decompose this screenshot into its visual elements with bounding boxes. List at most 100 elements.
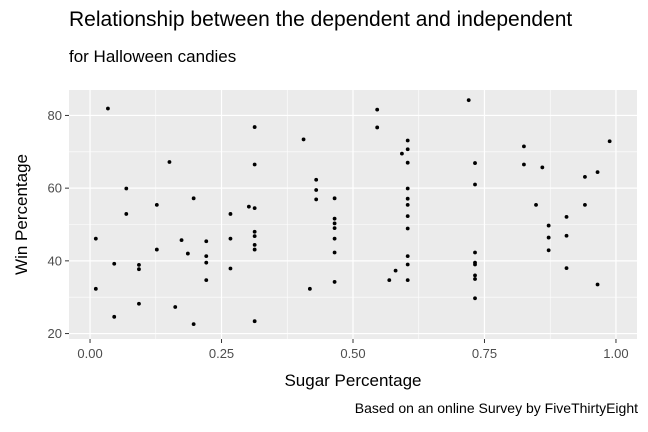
data-point (154, 247, 159, 252)
data-point (595, 170, 600, 175)
data-point (124, 186, 129, 191)
data-point (204, 278, 209, 283)
data-point (137, 267, 141, 272)
data-point (546, 223, 551, 228)
data-point (332, 216, 337, 221)
chart-caption: Based on an online Survey by FiveThirtyE… (354, 400, 638, 416)
data-point (564, 266, 569, 271)
x-tick-label: 0.25 (209, 346, 234, 361)
data-point (387, 278, 392, 283)
data-point (405, 186, 410, 191)
data-point (191, 322, 196, 326)
data-point (204, 254, 209, 259)
x-tick-label: 0.50 (340, 346, 365, 361)
data-point (332, 226, 337, 231)
data-point (546, 248, 551, 253)
data-points (93, 98, 612, 326)
data-point (185, 251, 190, 256)
data-point (522, 144, 526, 149)
data-point (564, 214, 569, 219)
data-point (583, 202, 587, 207)
data-point (252, 234, 257, 239)
data-point (167, 160, 172, 164)
data-point (191, 196, 196, 201)
data-point (546, 235, 551, 240)
data-point (405, 262, 410, 267)
data-point (93, 236, 98, 241)
data-point (332, 280, 337, 284)
data-point (473, 161, 477, 165)
data-point (137, 301, 141, 306)
data-point (246, 204, 251, 209)
data-point (522, 162, 526, 167)
y-tick-label: 80 (48, 108, 62, 123)
x-axis-title: Sugar Percentage (284, 371, 421, 390)
data-point (405, 226, 410, 231)
data-point (405, 202, 410, 207)
data-point (405, 160, 410, 165)
data-point (314, 197, 319, 202)
data-point (473, 273, 477, 278)
data-point (473, 296, 477, 301)
data-point (112, 314, 117, 319)
data-point (332, 250, 337, 255)
data-point (405, 214, 410, 219)
x-tick-label: 1.00 (603, 346, 628, 361)
data-point (473, 182, 477, 187)
data-point (473, 250, 477, 255)
data-point (106, 106, 110, 111)
data-point (405, 138, 410, 143)
grid-major (69, 90, 637, 339)
data-point (583, 174, 587, 179)
data-point (473, 277, 477, 281)
data-point (301, 137, 306, 142)
data-point (173, 305, 178, 309)
data-point (595, 282, 600, 287)
data-point (137, 262, 141, 267)
x-tick-label: 0.75 (472, 346, 497, 361)
data-point (405, 254, 410, 259)
data-point (314, 188, 319, 192)
data-point (540, 165, 545, 170)
data-point (179, 238, 184, 243)
data-point (252, 319, 257, 324)
data-point (252, 242, 257, 247)
data-point (405, 278, 410, 283)
data-point (154, 202, 159, 207)
data-point (332, 221, 337, 226)
data-point (466, 98, 471, 103)
chart-subtitle: for Halloween candies (69, 47, 237, 66)
data-point (564, 233, 569, 238)
data-point (228, 236, 233, 241)
data-point (607, 139, 612, 144)
data-point (228, 266, 233, 271)
y-tick-label: 20 (48, 326, 62, 341)
data-point (314, 177, 319, 182)
data-point (93, 286, 98, 291)
data-point (332, 236, 337, 241)
data-point (112, 261, 117, 266)
data-point (252, 247, 257, 252)
data-point (228, 212, 233, 216)
data-point (534, 202, 538, 207)
data-point (332, 196, 337, 201)
data-point (204, 260, 209, 265)
data-point (307, 286, 312, 291)
data-point (252, 206, 257, 211)
data-point (473, 262, 477, 267)
data-point (375, 107, 380, 112)
data-point (400, 151, 404, 156)
x-axis: 0.00 0.25 0.50 0.75 1.00 (77, 339, 629, 361)
data-point (124, 212, 129, 216)
chart-title: Relationship between the dependent and i… (69, 8, 573, 31)
data-point (375, 125, 380, 130)
data-point (393, 268, 398, 273)
data-point (405, 196, 410, 201)
x-tick-label: 0.00 (77, 346, 102, 361)
data-point (252, 229, 257, 234)
data-point (405, 147, 410, 152)
data-point (204, 239, 209, 244)
y-axis: 20 40 60 80 (48, 108, 69, 341)
y-tick-label: 60 (48, 181, 62, 196)
